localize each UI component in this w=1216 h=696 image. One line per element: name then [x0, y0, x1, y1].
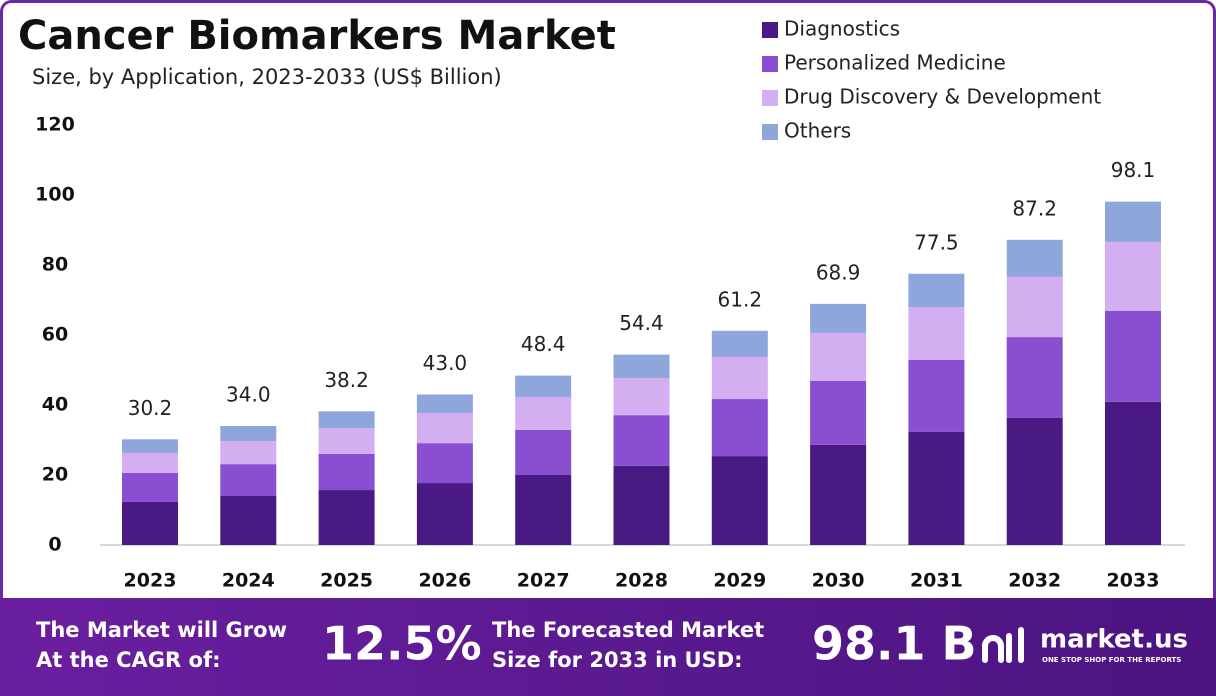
bar-segment [711, 456, 768, 545]
bar-segment [1006, 276, 1063, 338]
footer-value: 98.1 B [812, 617, 977, 671]
chart-title: Cancer Biomarkers Market [18, 13, 616, 59]
x-tick-label: 2023 [124, 570, 177, 592]
bar-segment [122, 501, 178, 545]
total-label: 34.0 [226, 383, 271, 407]
bar-segment [1105, 241, 1161, 311]
bar-segment [220, 464, 277, 496]
bar-segment [220, 426, 277, 442]
bar-segment [318, 454, 375, 491]
bar-segment [810, 303, 867, 333]
bar-segment [416, 443, 473, 484]
x-tick-label: 2028 [615, 570, 668, 592]
bar-segment [1006, 239, 1063, 277]
bar-segment [810, 380, 867, 445]
total-label: 54.4 [619, 311, 664, 335]
x-tick-label: 2029 [713, 570, 766, 592]
y-tick-label: 0 [48, 534, 61, 556]
bar-segment [1006, 337, 1063, 418]
footer: The Market will Grow At the CAGR of: 12.… [36, 617, 1188, 673]
legend-label: Others [784, 119, 851, 143]
legend-swatch [762, 56, 778, 72]
bar-segment [220, 496, 277, 545]
total-label: 87.2 [1012, 196, 1057, 220]
x-tick-label: 2027 [517, 570, 570, 592]
footer-value: 12.5% [322, 617, 482, 671]
bar-segment [515, 375, 572, 397]
footer-text: Size for 2033 in USD: [492, 648, 743, 672]
bar-segment [908, 431, 965, 545]
bar-segment [810, 332, 867, 381]
bar-segment [416, 394, 473, 414]
bar-segment [416, 413, 473, 444]
bar-segment [711, 357, 768, 400]
bar-segment [711, 330, 768, 358]
bar-segment [1105, 310, 1161, 402]
bar-segment [810, 444, 867, 545]
bar-segment [908, 307, 965, 360]
bar-segment [1105, 201, 1161, 242]
total-label: 30.2 [128, 396, 173, 420]
bar-segment [908, 273, 965, 307]
bar-segment [122, 472, 178, 502]
chart-subtitle: Size, by Application, 2023-2033 (US$ Bil… [32, 65, 502, 89]
x-tick-label: 2030 [812, 570, 865, 592]
y-tick-label: 20 [42, 464, 68, 486]
bar-segment [613, 378, 670, 416]
total-label: 38.2 [324, 368, 369, 392]
footer-text: At the CAGR of: [36, 648, 221, 672]
footer-band [0, 598, 1216, 696]
legend-swatch [762, 124, 778, 140]
y-tick-label: 80 [42, 254, 68, 276]
bar-segment [416, 483, 473, 545]
footer-text: The Forecasted Market [492, 618, 764, 642]
bar-segment [318, 490, 375, 545]
bar-segment [515, 475, 572, 545]
bar-segment [220, 441, 277, 465]
total-label: 48.4 [521, 332, 566, 356]
bar-segment [122, 452, 178, 473]
bar-segment [1006, 417, 1063, 545]
legend-label: Drug Discovery & Development [784, 85, 1101, 109]
bar-segment [515, 396, 572, 430]
total-label: 68.9 [816, 260, 861, 284]
bar-segment [122, 439, 178, 453]
total-label: 61.2 [718, 287, 763, 311]
y-tick-label: 100 [35, 184, 75, 206]
bar-segment [613, 465, 670, 545]
x-tick-label: 2024 [222, 570, 275, 592]
legend-swatch [762, 22, 778, 38]
bar-segment [613, 415, 670, 466]
bar-segment [318, 428, 375, 454]
x-tick-label: 2025 [320, 570, 373, 592]
legend-swatch [762, 90, 778, 106]
total-label: 43.0 [423, 351, 468, 375]
bar-segment [613, 354, 670, 379]
tagline: ONE STOP SHOP FOR THE REPORTS [1042, 656, 1181, 664]
total-label: 77.5 [914, 230, 959, 254]
total-label: 98.1 [1111, 158, 1156, 182]
y-tick-label: 120 [35, 114, 75, 136]
bar-segment [711, 399, 768, 457]
legend-label: Personalized Medicine [784, 51, 1006, 75]
logo-icon [982, 627, 1024, 663]
x-tick-label: 2033 [1107, 570, 1160, 592]
bar-segment [908, 359, 965, 432]
footer-text: The Market will Grow [36, 618, 287, 642]
x-tick-label: 2032 [1008, 570, 1061, 592]
x-tick-label: 2026 [418, 570, 471, 592]
bar-segment [318, 411, 375, 429]
x-tick-label: 2031 [910, 570, 963, 592]
legend-label: Diagnostics [784, 17, 900, 41]
bar-segment [515, 429, 572, 475]
brand: market.us [1040, 625, 1188, 655]
bar-segment [1105, 401, 1161, 545]
y-tick-label: 40 [42, 394, 68, 416]
y-tick-label: 60 [42, 324, 68, 346]
